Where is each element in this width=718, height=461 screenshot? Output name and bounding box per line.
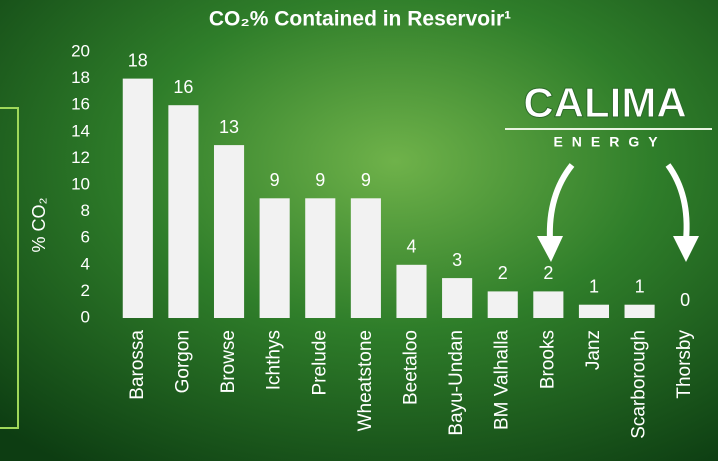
bar	[442, 278, 472, 318]
x-tick-label: Bayu-Undan	[446, 330, 467, 436]
bar	[305, 198, 335, 318]
y-tick-label: 12	[71, 148, 90, 167]
value-label: 3	[452, 250, 462, 270]
bar	[123, 79, 153, 318]
y-tick-label: 2	[81, 281, 90, 300]
y-tick-label: 14	[71, 121, 90, 140]
y-tick-label: 6	[81, 228, 90, 247]
y-tick-label: 10	[71, 174, 90, 193]
value-label: 1	[635, 276, 645, 296]
bar	[351, 198, 381, 318]
y-tick-label: 4	[81, 254, 90, 273]
value-label: 9	[361, 170, 371, 190]
y-tick-label: 8	[81, 201, 90, 220]
value-label: 2	[498, 263, 508, 283]
value-label: 1	[589, 276, 599, 296]
value-label: 13	[219, 117, 239, 137]
x-tick-label: BM Valhalla	[492, 330, 513, 430]
bar	[488, 291, 518, 318]
x-tick-label: Janz	[583, 330, 604, 370]
y-tick-label: 16	[71, 95, 90, 114]
chart-title: CO₂% Contained in Reservoir¹	[209, 8, 511, 31]
x-tick-label: Gorgon	[172, 330, 193, 393]
value-label: 9	[270, 170, 280, 190]
bar	[214, 145, 244, 318]
x-tick-label: Scarborough	[629, 330, 650, 439]
value-label: 18	[128, 50, 148, 70]
bar	[168, 105, 198, 318]
value-label: 0	[680, 290, 690, 310]
value-label: 9	[315, 170, 325, 190]
logo-name: CALIMA	[523, 79, 686, 126]
bar	[533, 291, 563, 318]
bar	[579, 305, 609, 318]
x-tick-label: Thorsby	[674, 330, 695, 399]
x-tick-label: Wheatstone	[355, 330, 376, 431]
value-label: 16	[173, 77, 193, 97]
bar	[396, 265, 426, 318]
value-label: 4	[406, 237, 416, 257]
x-tick-label: Prelude	[309, 330, 330, 396]
chart: CO₂% Contained in Reservoir¹ % CO₂ CALIM…	[0, 0, 718, 461]
x-tick-label: Beetaloo	[401, 330, 422, 405]
x-tick-label: Ichthys	[264, 330, 285, 390]
y-axis-label: % CO₂	[29, 197, 49, 252]
y-tick-label: 20	[71, 41, 90, 60]
x-tick-label: Browse	[218, 330, 239, 393]
bar	[260, 198, 290, 318]
x-tick-label: Barossa	[127, 330, 148, 400]
logo-tagline: ENERGY	[553, 134, 666, 150]
value-label: 2	[543, 263, 553, 283]
y-tick-label: 18	[71, 68, 90, 87]
bar	[625, 305, 655, 318]
y-tick-label: 0	[81, 307, 90, 326]
x-tick-label: Brooks	[537, 330, 558, 389]
